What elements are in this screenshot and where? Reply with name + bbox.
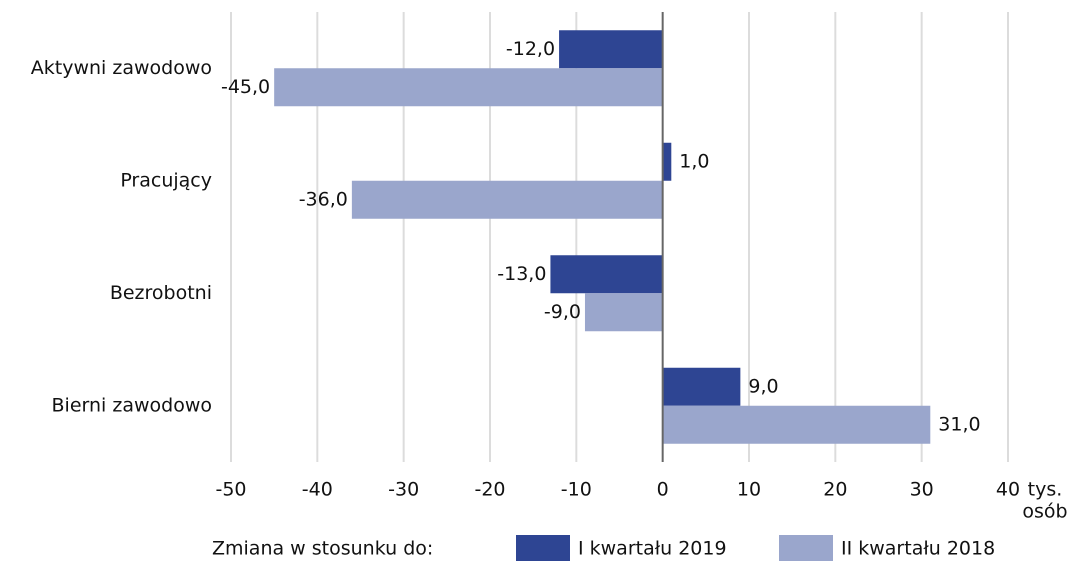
x-unit: tys.	[1028, 479, 1063, 501]
data-label: -36,0	[299, 188, 348, 210]
x-tick-label: 40	[996, 479, 1020, 501]
y-tick-label: Bezrobotni	[110, 282, 212, 304]
x-tick-label: 0	[657, 479, 669, 501]
x-tick-label: -10	[561, 479, 592, 501]
bar	[550, 255, 663, 294]
data-label: -9,0	[544, 301, 581, 323]
data-label: -45,0	[221, 76, 270, 98]
x-tick-label: -30	[388, 479, 419, 501]
bar	[662, 405, 931, 444]
bar	[274, 68, 663, 107]
data-label: -13,0	[497, 263, 546, 285]
x-tick-label: -20	[474, 479, 505, 501]
data-label: 1,0	[679, 150, 709, 172]
legend-label: I kwartału 2019	[578, 538, 727, 560]
x-unit: osób	[1022, 501, 1067, 523]
data-label: 31,0	[938, 413, 980, 435]
bar	[584, 293, 663, 332]
legend-title: Zmiana w stosunku do:	[212, 538, 433, 560]
bar	[662, 367, 741, 406]
legend-swatch	[516, 535, 570, 561]
data-label: 9,0	[748, 375, 778, 397]
x-tick-label: 20	[823, 479, 847, 501]
bar	[662, 142, 672, 181]
x-tick-label: -40	[302, 479, 333, 501]
bar	[351, 180, 663, 219]
y-tick-label: Bierni zawodowo	[52, 394, 212, 416]
x-tick-label: 30	[910, 479, 934, 501]
bar	[559, 30, 663, 69]
legend-label: II kwartału 2018	[841, 538, 995, 560]
y-tick-label: Pracujący	[120, 169, 212, 191]
y-tick-label: Aktywni zawodowo	[31, 57, 212, 79]
x-tick-label: -50	[215, 479, 246, 501]
data-label: -12,0	[506, 38, 555, 60]
legend-swatch	[779, 535, 833, 561]
x-tick-label: 10	[737, 479, 761, 501]
